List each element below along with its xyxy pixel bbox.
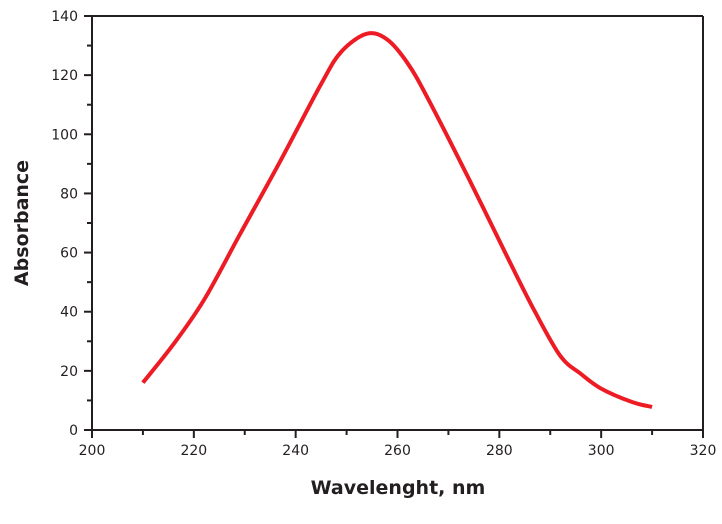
y-tick-label: 100 xyxy=(51,127,78,143)
y-tick-label: 60 xyxy=(60,246,78,262)
y-tick-label: 20 xyxy=(60,364,78,380)
y-tick-label: 40 xyxy=(60,305,78,321)
plot-area xyxy=(141,31,653,409)
y-tick-label: 80 xyxy=(60,186,78,202)
y-tick-label: 140 xyxy=(51,9,78,25)
x-tick-label: 260 xyxy=(384,443,411,459)
x-tick-label: 300 xyxy=(588,443,615,459)
y-tick-label: 120 xyxy=(51,68,78,84)
x-tick-label: 240 xyxy=(282,443,309,459)
y-axis-title: Absorbance xyxy=(11,160,33,286)
x-tick-label: 200 xyxy=(79,443,106,459)
absorbance-curve xyxy=(141,31,653,409)
axes: 200 220 240 260 280 300 320 0 20 40 60 80 100 120 140 xyxy=(51,9,716,459)
y-tick-label: 0 xyxy=(69,423,78,439)
x-tick-label: 320 xyxy=(690,443,717,459)
x-tick-label: 220 xyxy=(180,443,207,459)
x-tick-label: 280 xyxy=(486,443,513,459)
x-axis-title: Wavelenght, nm xyxy=(311,477,486,499)
